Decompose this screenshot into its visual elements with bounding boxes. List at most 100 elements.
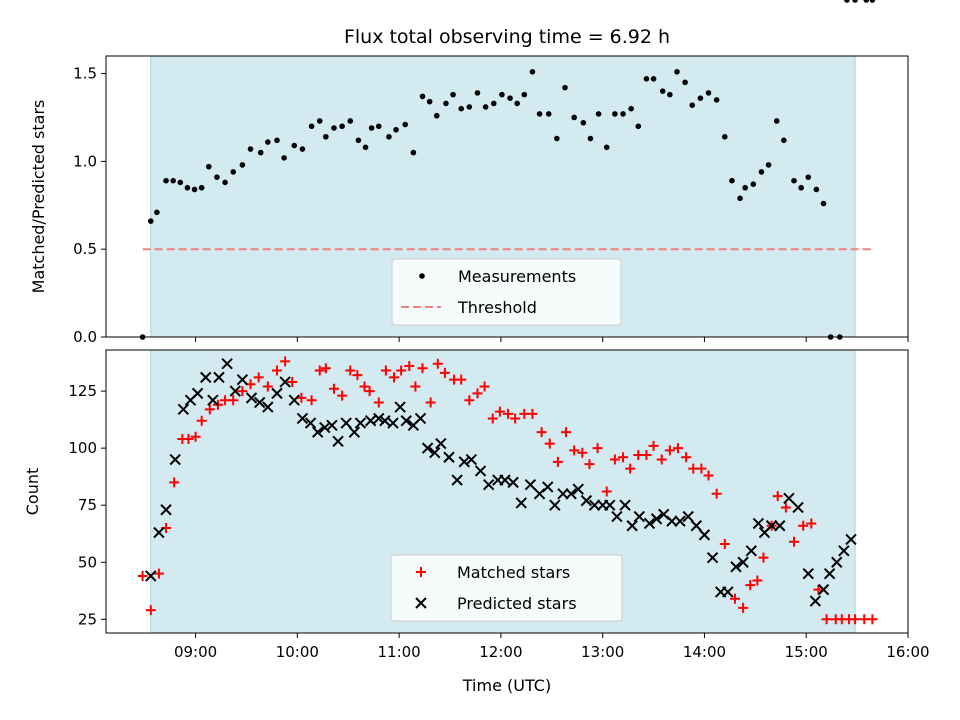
predicted-star-point: [482, 478, 495, 491]
predicted-star-point: [619, 499, 631, 511]
matched-star-point: [145, 605, 156, 616]
bottom-legend: Matched stars Predicted stars: [390, 554, 623, 622]
matched-star-point: [584, 459, 595, 470]
predicted-star-point: [319, 421, 331, 434]
measurement-point: [274, 137, 280, 144]
x-tick-label: 15:00: [785, 643, 828, 661]
predicted-star-point: [674, 515, 686, 527]
measurement-point: [620, 111, 626, 117]
matched-star-point: [410, 381, 421, 392]
y-tick-label: 1.0: [73, 152, 97, 170]
measurement-point: [163, 177, 169, 184]
predicted-star-point: [730, 561, 742, 573]
predicted-star-point: [160, 504, 172, 516]
predicted-star-point: [458, 456, 470, 468]
predicted-star-point: [499, 474, 511, 486]
matched-star-point: [867, 614, 878, 625]
measurement-point: [147, 218, 154, 224]
matched-star-point: [569, 445, 580, 456]
x-tick-label: 10:00: [276, 643, 319, 661]
measurement-point: [247, 146, 254, 152]
measurement-point: [697, 95, 704, 101]
matched-star-point: [373, 397, 384, 408]
predicted-star-point: [643, 517, 656, 530]
predicted-star-point: [271, 387, 283, 400]
matched-star-point: [745, 580, 756, 591]
measurement-point: [580, 119, 587, 126]
matched-star-point: [772, 491, 783, 502]
measurement-point: [308, 123, 315, 130]
predicted-star-point: [207, 394, 219, 406]
top-panel-ratio: 0.0 0.5 1.0 1.5 Matched/Predicted stars Mea…: [29, 0, 909, 346]
matched-star-point: [153, 568, 164, 579]
predicted-star-point: [633, 510, 646, 523]
predicted-star-point: [474, 465, 487, 477]
bottom-panel-frame: [105, 349, 909, 634]
measurement-point: [587, 135, 594, 142]
predicted-star-point: [626, 520, 638, 532]
matched-star-point: [738, 602, 749, 613]
predicted-star-point: [394, 401, 406, 413]
measurement-point: [674, 69, 680, 75]
measurement-point: [331, 125, 337, 131]
predicted-star-point: [348, 426, 361, 438]
measurement-point: [426, 98, 433, 105]
matched-star-point: [359, 381, 370, 392]
measurement-point: [635, 123, 642, 130]
measurement-point: [177, 179, 184, 186]
predicted-star-point: [435, 437, 447, 450]
predicted-star-point: [650, 513, 663, 525]
predicted-star-point: [765, 520, 778, 532]
measurement-point: [362, 144, 369, 151]
measurement-point: [482, 104, 489, 110]
x-tick-label: 13:00: [581, 643, 624, 661]
matched-star-point: [296, 392, 307, 403]
predicted-star-point: [792, 501, 804, 514]
measurement-point: [222, 179, 228, 186]
predicted-star-point: [524, 478, 537, 491]
matched-star-point: [681, 452, 692, 463]
measurement-point: [154, 209, 160, 216]
measurement-point: [844, 0, 850, 3]
matched-stars-series: [137, 356, 878, 625]
x-axis-label: Time (UTC): [462, 676, 551, 695]
matched-star-point: [204, 404, 215, 415]
y-tick-label: 50: [78, 553, 97, 571]
matched-star-point: [601, 486, 612, 497]
measurement-point: [628, 105, 634, 112]
matched-star-point: [821, 614, 832, 625]
y-tick-label: 75: [78, 496, 97, 514]
predicted-star-point: [200, 371, 212, 384]
legend-marker-x: [415, 597, 427, 609]
matched-star-point: [314, 365, 325, 376]
legend-marker-dot: [419, 273, 425, 279]
matched-star-point: [262, 381, 273, 392]
measurement-point: [737, 195, 743, 202]
matched-star-point: [806, 518, 817, 529]
chart-title: Flux total observing time = 6.92 h: [344, 26, 670, 48]
predicted-star-point: [557, 488, 569, 500]
matched-star-point: [337, 390, 348, 401]
measurement-point: [595, 111, 602, 117]
predicted-star-point: [245, 392, 258, 404]
measurement-point: [603, 144, 610, 151]
measurement-point: [184, 184, 191, 191]
measurement-point: [507, 95, 513, 101]
matched-star-point: [328, 383, 339, 394]
predicted-star-point: [279, 376, 291, 388]
predicted-star-point: [845, 533, 857, 546]
predicted-star-point: [783, 492, 795, 505]
measurement-point: [393, 126, 399, 133]
measurement-point: [869, 0, 876, 3]
predicted-star-point: [153, 526, 165, 539]
matched-star-point: [577, 447, 588, 458]
x-tick-label: 09:00: [174, 643, 217, 661]
matched-star-point: [237, 386, 248, 397]
legend-label: Predicted stars: [457, 594, 577, 613]
measurement-point: [205, 163, 212, 170]
matched-star-point: [439, 367, 450, 378]
predicted-star-point: [421, 442, 434, 454]
measurement-point: [514, 100, 520, 107]
predicted-star-point: [213, 371, 225, 384]
measurement-point: [705, 90, 712, 96]
